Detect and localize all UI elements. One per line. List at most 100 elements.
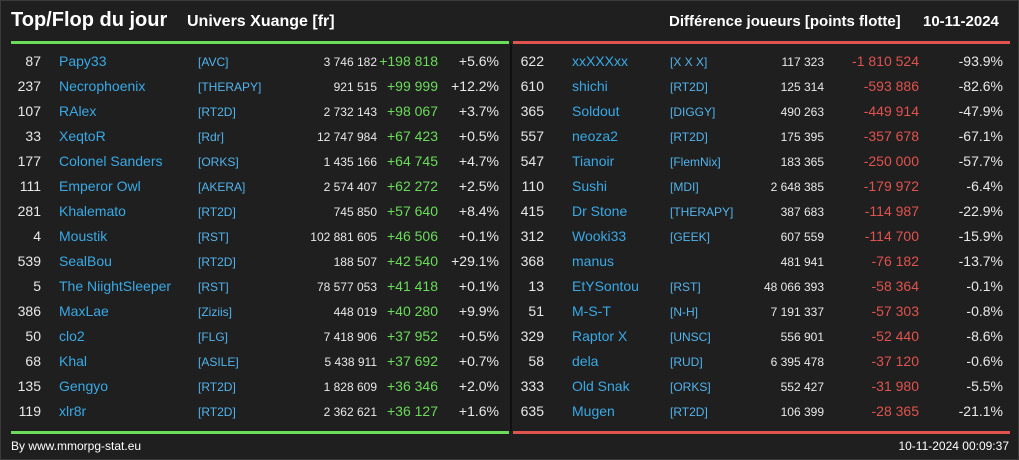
alliance-tag[interactable]: [RST] (670, 280, 701, 294)
alliance-tag[interactable]: [RT2D] (198, 205, 236, 219)
alliance-tag[interactable]: [RT2D] (670, 405, 708, 419)
percent-change: +12.2% (451, 78, 499, 94)
top-row: 50 clo2 [FLG] 7 418 906 +37 952 +0.5% (11, 324, 509, 349)
player-points: 921 515 (333, 80, 377, 94)
player-name[interactable]: Soldout (572, 103, 620, 119)
player-name[interactable]: SealBou (59, 253, 112, 269)
player-name[interactable]: Khalemato (59, 203, 126, 219)
alliance-tag[interactable]: [RT2D] (198, 255, 236, 269)
percent-change: +0.7% (458, 353, 499, 369)
player-name[interactable]: Gengyo (59, 378, 109, 394)
points-difference: +67 423 (387, 128, 438, 144)
percent-change: -67.1% (958, 128, 1003, 144)
player-name[interactable]: Necrophoenix (59, 78, 146, 94)
points-difference: +98 067 (387, 103, 438, 119)
player-rank: 4 (33, 228, 41, 244)
percent-change: +4.7% (458, 153, 499, 169)
points-difference: +64 745 (387, 153, 438, 169)
player-name[interactable]: Khal (59, 353, 88, 369)
player-name[interactable]: Old Snak (572, 378, 630, 394)
top-section-divider (11, 41, 509, 44)
player-rank: 365 (520, 103, 544, 119)
player-points: 448 019 (333, 305, 377, 319)
player-name[interactable]: Dr Stone (572, 203, 628, 219)
points-difference: -114 987 (864, 203, 919, 219)
flop-row: 58 dela [RUD] 6 395 478 -37 120 -0.6% (513, 349, 1010, 374)
alliance-tag[interactable]: [THERAPY] (198, 80, 262, 94)
alliance-tag[interactable]: [N-H] (670, 305, 698, 319)
percent-change: -5.5% (966, 378, 1003, 394)
player-name[interactable]: manus (572, 253, 615, 269)
player-name[interactable]: xlr8r (59, 403, 87, 419)
alliance-tag[interactable]: [RST] (198, 280, 229, 294)
column-separator (510, 44, 512, 431)
player-name[interactable]: RAlex (59, 103, 97, 119)
alliance-tag[interactable]: [Rdr] (198, 130, 225, 144)
alliance-tag[interactable]: [ORKS] (198, 155, 239, 169)
player-name[interactable]: Wooki33 (572, 228, 627, 244)
player-rank: 111 (19, 178, 41, 194)
points-difference: +36 127 (387, 403, 438, 419)
player-rank: 33 (25, 128, 41, 144)
player-rank: 110 (521, 178, 544, 194)
alliance-tag[interactable]: [AKERA] (198, 180, 246, 194)
alliance-tag[interactable]: [RT2D] (198, 380, 236, 394)
alliance-tag[interactable]: [MDI] (670, 180, 699, 194)
points-difference: +62 272 (387, 178, 438, 194)
alliance-tag[interactable]: [X X X] (670, 55, 708, 69)
alliance-tag[interactable]: [AVC] (198, 55, 229, 69)
player-name[interactable]: M-S-T (572, 303, 611, 319)
flop-row: 415 Dr Stone [THERAPY] 387 683 -114 987 -22.9… (513, 199, 1010, 224)
player-points: 125 314 (780, 80, 824, 94)
player-name[interactable]: Papy33 (59, 53, 107, 69)
alliance-tag[interactable]: [UNSC] (670, 330, 711, 344)
player-name[interactable]: XeqtoR (59, 128, 106, 144)
player-rank: 58 (528, 353, 544, 369)
alliance-tag[interactable]: [RT2D] (198, 405, 236, 419)
top-row: 135 Gengyo [RT2D] 1 828 609 +36 346 +2.0% (11, 374, 509, 399)
alliance-tag[interactable]: [DIGGY] (670, 105, 716, 119)
player-name[interactable]: Tianoir (572, 153, 615, 169)
player-name[interactable]: Sushi (572, 178, 608, 194)
points-difference: -1 810 524 (852, 53, 919, 69)
percent-change: +5.6% (458, 53, 499, 69)
points-difference: -593 886 (863, 78, 919, 94)
percent-change: +29.1% (451, 253, 499, 269)
alliance-tag[interactable]: [THERAPY] (670, 205, 734, 219)
player-rank: 610 (520, 78, 544, 94)
percent-change: +2.0% (458, 378, 499, 394)
player-name[interactable]: Raptor X (572, 328, 628, 344)
alliance-tag[interactable]: [RST] (198, 230, 229, 244)
player-rank: 312 (520, 228, 544, 244)
player-points: 106 399 (780, 405, 824, 419)
player-name[interactable]: shichi (572, 78, 608, 94)
player-points: 556 901 (780, 330, 824, 344)
player-name[interactable]: Emperor Owl (59, 178, 141, 194)
player-name[interactable]: neoza2 (572, 128, 618, 144)
player-name[interactable]: dela (572, 353, 599, 369)
site-credit: By www.mmorpg-stat.eu (11, 439, 142, 453)
player-name[interactable]: xxXXXxx (572, 53, 629, 69)
alliance-tag[interactable]: [GEEK] (670, 230, 711, 244)
player-name[interactable]: MaxLae (59, 303, 109, 319)
alliance-tag[interactable]: [Ziziis] (198, 305, 232, 319)
player-points: 117 323 (781, 55, 825, 69)
player-name[interactable]: The NiightSleeper (59, 278, 172, 294)
alliance-tag[interactable]: [ORKS] (670, 380, 711, 394)
header-date: 10-11-2024 (923, 13, 999, 30)
alliance-tag[interactable]: [RUD] (670, 355, 703, 369)
alliance-tag[interactable]: [RT2D] (670, 130, 708, 144)
player-name[interactable]: Colonel Sanders (59, 153, 163, 169)
alliance-tag[interactable]: [FLG] (198, 330, 229, 344)
alliance-tag[interactable]: [RT2D] (198, 105, 236, 119)
player-name[interactable]: Mugen (572, 403, 615, 419)
points-difference: -250 000 (863, 153, 919, 169)
alliance-tag[interactable]: [RT2D] (670, 80, 708, 94)
player-name[interactable]: clo2 (59, 328, 85, 344)
player-points: 188 507 (333, 255, 377, 269)
player-name[interactable]: Moustik (59, 228, 108, 244)
player-rank: 557 (520, 128, 544, 144)
player-name[interactable]: EtYSontou (572, 278, 639, 294)
alliance-tag[interactable]: [FlemNix] (670, 155, 721, 169)
alliance-tag[interactable]: [ASILE] (198, 355, 239, 369)
